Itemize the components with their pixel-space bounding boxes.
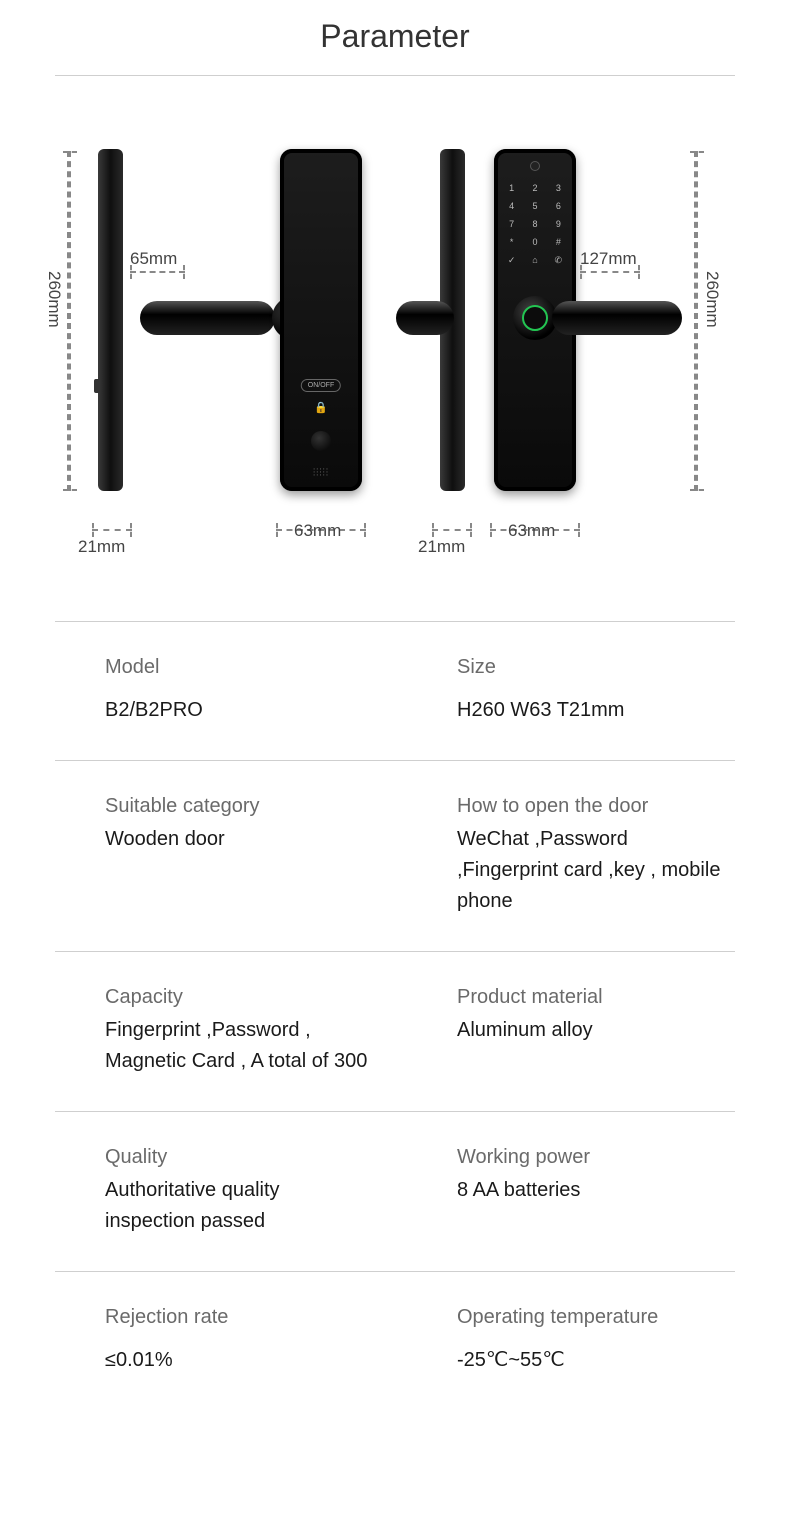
- round-button: [311, 431, 331, 451]
- spec-table: Model B2/B2PRO Size H260 W63 T21mm Suitable …: [55, 621, 735, 1410]
- dim-width-left-label: 63mm: [294, 521, 341, 541]
- spec-value: Fingerprint ,Password , Magnetic Card , …: [105, 1015, 373, 1077]
- onoff-button: ON/OFF: [301, 379, 341, 392]
- dim-thickness-left-label: 21mm: [78, 537, 125, 557]
- key-8: 8: [529, 219, 540, 229]
- divider-top: [55, 75, 735, 76]
- spec-row: Rejection rate ≤0.01% Operating temperatur…: [55, 1271, 735, 1410]
- speaker-grille: ∙∙∙∙∙∙∙∙∙∙∙∙∙∙∙: [313, 467, 329, 476]
- key-2: 2: [529, 183, 540, 193]
- spec-label: Operating temperature: [457, 1306, 725, 1329]
- handle-left: [140, 301, 275, 335]
- spec-value: ≤0.01%: [105, 1345, 373, 1376]
- key-1: 1: [506, 183, 517, 193]
- product-diagram: 260mm 260mm 65mm ON/OFF 🔒 ∙∙∙∙∙∙∙∙∙∙∙∙∙∙…: [0, 131, 790, 621]
- spec-row: Suitable category Wooden door How to open …: [55, 760, 735, 951]
- key-star: *: [506, 237, 517, 247]
- camera-lens: [530, 161, 540, 171]
- fingerprint-ring: [522, 305, 548, 331]
- spec-value: -25℃~55℃: [457, 1345, 725, 1376]
- spec-cell-left: Model B2/B2PRO: [55, 656, 383, 726]
- spec-value: B2/B2PRO: [105, 695, 373, 726]
- spec-value: Wooden door: [105, 824, 373, 855]
- spec-value: Authoritative quality inspection passed: [105, 1175, 373, 1237]
- key-5: 5: [529, 201, 540, 211]
- spec-label: Suitable category: [105, 795, 373, 818]
- dim-handle-right: [580, 271, 640, 273]
- spec-value: WeChat ,Password ,Fingerprint card ,key …: [457, 824, 725, 917]
- lock-icon: 🔒: [314, 401, 328, 414]
- dim-height-left: [67, 151, 71, 491]
- dim-thickness-right: [432, 529, 472, 531]
- lock-side-view-1: [98, 149, 123, 491]
- dim-handle-left-label: 65mm: [130, 249, 177, 269]
- handle-knuckle-right: [513, 296, 557, 340]
- spec-cell-right: Product material Aluminum alloy: [407, 986, 735, 1077]
- key-3: 3: [553, 183, 564, 193]
- spec-cell-right: Operating temperature -25℃~55℃: [407, 1306, 735, 1376]
- key-0: 0: [529, 237, 540, 247]
- key-9: 9: [553, 219, 564, 229]
- key-fn2: ⌂: [529, 255, 540, 266]
- spec-label: Size: [457, 656, 725, 679]
- spec-label: Rejection rate: [105, 1306, 373, 1329]
- spec-label: Product material: [457, 986, 725, 1009]
- spec-value: Aluminum alloy: [457, 1015, 725, 1046]
- spec-value: 8 AA batteries: [457, 1175, 725, 1206]
- key-hash: #: [553, 237, 564, 247]
- spec-cell-right: Size H260 W63 T21mm: [407, 656, 735, 726]
- key-7: 7: [506, 219, 517, 229]
- handle-side2: [396, 301, 454, 335]
- spec-cell-left: Rejection rate ≤0.01%: [55, 1306, 383, 1376]
- dim-width-right-label: 63mm: [508, 521, 555, 541]
- lock-rear-face: ON/OFF 🔒 ∙∙∙∙∙∙∙∙∙∙∙∙∙∙∙: [280, 149, 362, 491]
- spec-cell-right: Working power 8 AA batteries: [407, 1146, 735, 1237]
- spec-cell-right: How to open the door WeChat ,Password ,Fi…: [407, 795, 735, 917]
- handle-right: [552, 301, 682, 335]
- spec-cell-left: Quality Authoritative quality inspection …: [55, 1146, 383, 1237]
- spec-label: Model: [105, 656, 373, 679]
- spec-cell-left: Suitable category Wooden door: [55, 795, 383, 917]
- key-fn1: ✓: [506, 255, 517, 266]
- dim-handle-right-label: 127mm: [580, 249, 637, 269]
- page-title: Parameter: [0, 0, 790, 75]
- key-fn3: ✆: [553, 255, 564, 266]
- key-4: 4: [506, 201, 517, 211]
- dim-height-left-label: 260mm: [44, 271, 64, 328]
- keypad: 1 2 3 4 5 6 7 8 9 * 0 # ✓ ⌂ ✆: [494, 173, 576, 272]
- dim-handle-left: [130, 271, 185, 273]
- spec-row: Model B2/B2PRO Size H260 W63 T21mm: [55, 621, 735, 760]
- spec-row: Capacity Fingerprint ,Password , Magnetic…: [55, 951, 735, 1111]
- spec-row: Quality Authoritative quality inspection …: [55, 1111, 735, 1271]
- dim-height-right: [694, 151, 698, 491]
- dim-thickness-right-label: 21mm: [418, 537, 465, 557]
- spec-value: H260 W63 T21mm: [457, 695, 725, 726]
- dim-height-right-label: 260mm: [702, 271, 722, 328]
- spec-label: How to open the door: [457, 795, 725, 818]
- spec-label: Working power: [457, 1146, 725, 1169]
- dim-thickness-left: [92, 529, 132, 531]
- spec-label: Quality: [105, 1146, 373, 1169]
- spec-cell-left: Capacity Fingerprint ,Password , Magnetic…: [55, 986, 383, 1077]
- spec-label: Capacity: [105, 986, 373, 1009]
- key-6: 6: [553, 201, 564, 211]
